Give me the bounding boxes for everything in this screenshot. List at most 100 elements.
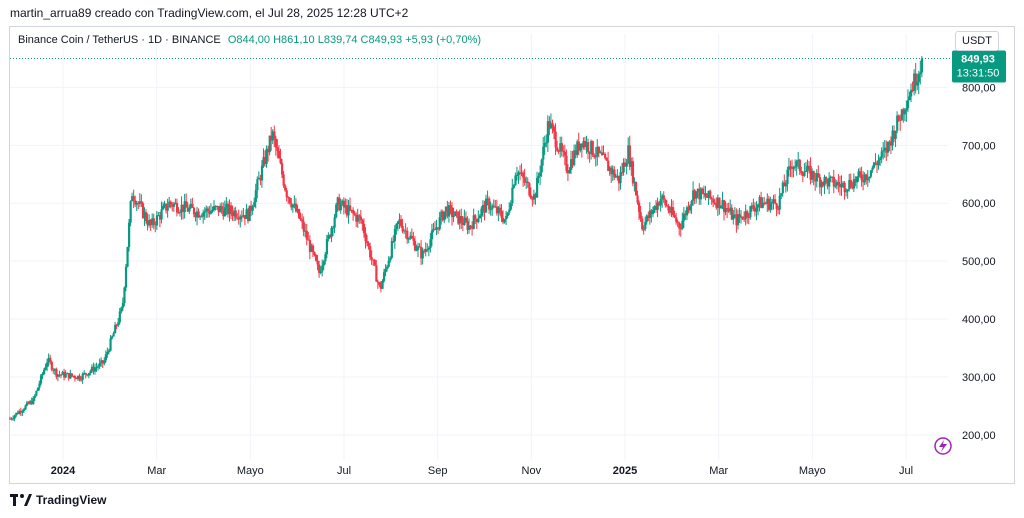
candle-body — [506, 212, 509, 217]
candle-body — [129, 201, 132, 223]
candle-body — [498, 207, 502, 212]
candle-body — [576, 141, 579, 156]
candle-body — [121, 303, 125, 308]
candle-body — [735, 214, 738, 226]
candle-body — [211, 210, 214, 212]
candle-body — [512, 185, 516, 188]
candle-body — [744, 211, 747, 219]
candle-body — [842, 182, 845, 184]
tradingview-brand: TradingView — [36, 493, 107, 507]
candle-body — [613, 169, 616, 178]
candle-body — [310, 245, 313, 252]
candle-body — [165, 203, 168, 211]
candle-body — [610, 167, 613, 175]
candle-body — [885, 147, 888, 153]
candle-body — [638, 202, 641, 213]
candle-body — [667, 206, 670, 211]
candle-body — [352, 210, 355, 214]
candle-body — [551, 123, 554, 127]
candle-body — [718, 197, 721, 209]
candle-body — [698, 188, 701, 200]
candle-body — [495, 206, 499, 214]
candle-body — [616, 175, 619, 177]
x-tick-label: Jul — [337, 465, 351, 477]
candle-body — [483, 204, 486, 213]
candle-body — [126, 246, 129, 267]
candle-body — [349, 205, 352, 210]
candle-body — [696, 188, 699, 192]
candle-body — [124, 266, 128, 288]
candle-body — [699, 188, 703, 200]
candle-body — [876, 163, 879, 166]
candle-body — [692, 190, 695, 201]
candle-body — [775, 203, 778, 209]
candle-body — [250, 205, 253, 211]
candle-body — [114, 324, 117, 334]
candle-body — [914, 73, 917, 86]
x-tick-label: Nov — [522, 465, 542, 477]
candle-body — [536, 177, 539, 198]
candle-body — [573, 150, 576, 166]
candle-body — [570, 159, 573, 171]
candle-body — [865, 174, 868, 181]
candle-body — [568, 170, 571, 174]
candle-body — [590, 141, 593, 154]
candle-body — [534, 194, 537, 198]
candle-body — [676, 221, 679, 223]
symbol-legend: Binance Coin / TetherUS · 1D · BINANCE O… — [18, 34, 481, 46]
candle-body — [803, 172, 806, 176]
candle-body — [192, 207, 196, 215]
candle-body — [61, 371, 64, 375]
candle-body — [563, 151, 567, 156]
candle-body — [560, 143, 563, 151]
candle-body — [770, 201, 774, 204]
candle-body — [542, 146, 545, 160]
candle-body — [502, 217, 505, 223]
candle-body — [736, 214, 740, 226]
candle-body — [239, 216, 242, 220]
candle-body — [843, 182, 846, 193]
candle-body — [90, 366, 94, 372]
candle-body — [787, 166, 791, 170]
candle-body — [811, 171, 814, 180]
candle-body — [444, 206, 448, 212]
candle-body — [614, 176, 618, 178]
candle-body — [743, 218, 746, 220]
candle-body — [29, 401, 32, 404]
candle-body — [851, 186, 854, 189]
candle-body — [910, 89, 913, 97]
candle-body — [19, 410, 23, 413]
candle-body — [675, 217, 678, 222]
candle-body — [196, 211, 199, 218]
candle-body — [854, 179, 857, 183]
tradingview-logo[interactable]: TradingView — [10, 493, 106, 507]
candle-body — [732, 214, 735, 220]
candle-body — [868, 176, 871, 179]
candle-body — [189, 203, 193, 208]
candle-body — [478, 215, 482, 219]
candle-body — [359, 216, 363, 221]
candle-body — [389, 257, 392, 261]
candle-body — [186, 207, 189, 212]
candle-body — [792, 166, 795, 169]
lightning-icon[interactable] — [934, 437, 952, 455]
currency-button[interactable]: USDT — [955, 31, 999, 51]
candle-body — [628, 145, 631, 167]
candle-body — [438, 217, 441, 230]
candle-body — [423, 250, 426, 252]
candle-body — [188, 207, 191, 212]
candle-body — [407, 238, 410, 240]
candle-body — [135, 203, 138, 205]
candle-body — [55, 369, 58, 377]
candle-body — [319, 271, 322, 274]
tradingview-logo-icon — [10, 494, 32, 506]
candle-body — [621, 172, 624, 174]
candle-body — [599, 152, 602, 154]
candle-body — [404, 230, 407, 232]
y-tick-label: 400,00 — [962, 314, 996, 326]
candle-body — [471, 226, 474, 229]
candle-body — [443, 211, 446, 221]
candle-body — [648, 210, 652, 218]
candle-body — [369, 246, 372, 258]
